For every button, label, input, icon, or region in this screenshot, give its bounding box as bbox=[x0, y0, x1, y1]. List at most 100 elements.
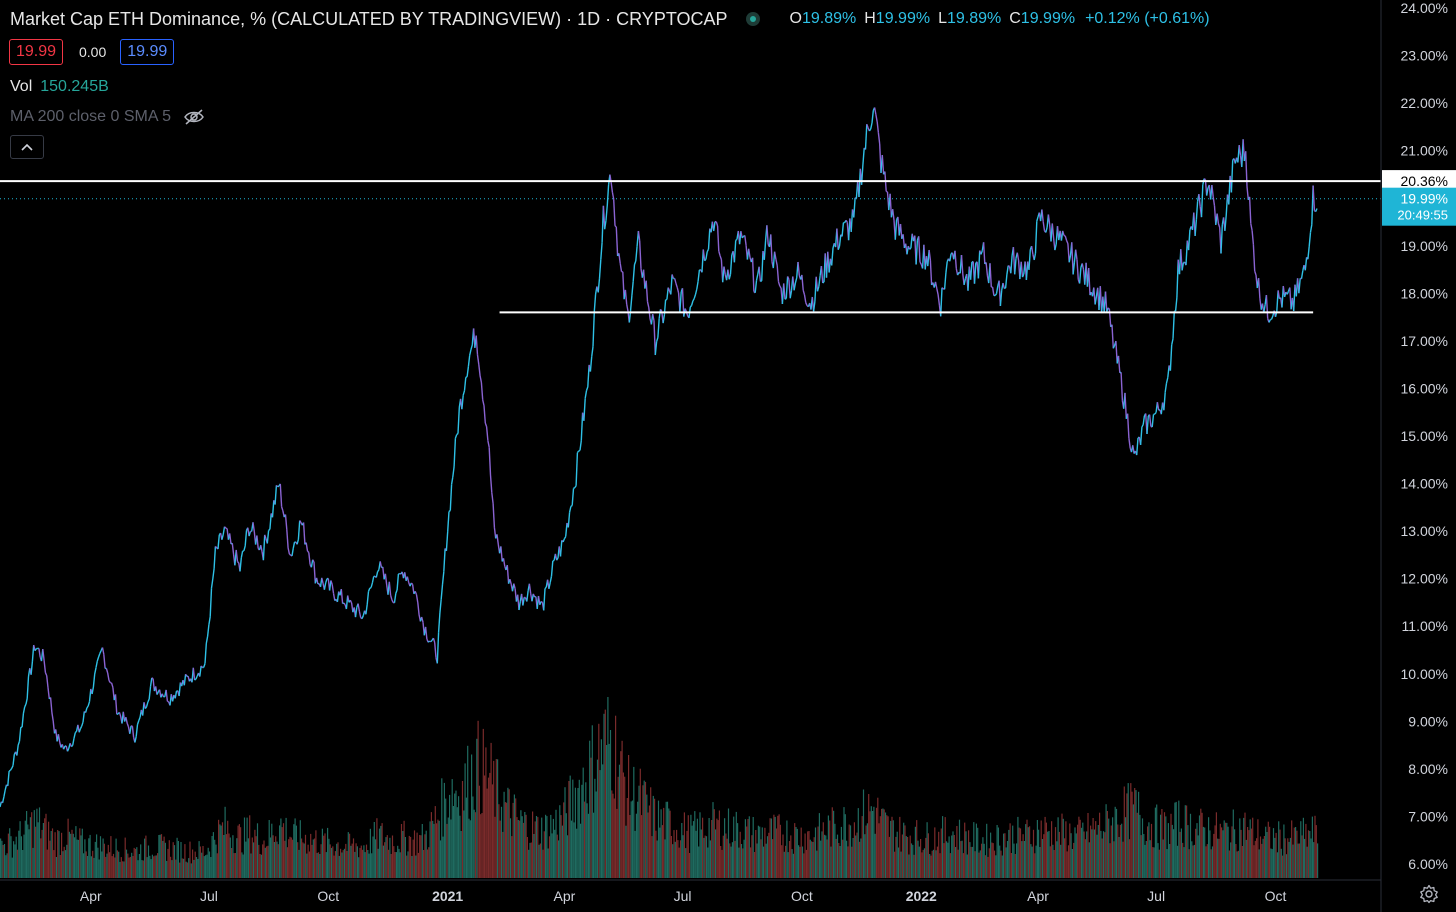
price-segment bbox=[776, 265, 780, 282]
volume-bar bbox=[668, 808, 670, 878]
price-segment bbox=[229, 533, 232, 545]
volume-legend[interactable]: Vol 150.245B bbox=[10, 78, 109, 96]
volume-bar bbox=[129, 856, 131, 878]
volume-bar bbox=[578, 779, 580, 878]
price-segment bbox=[635, 246, 638, 262]
volume-bar bbox=[449, 794, 451, 878]
volume-bar bbox=[224, 806, 226, 878]
volume-bar bbox=[359, 847, 361, 878]
price-segment bbox=[183, 674, 187, 686]
volume-bar bbox=[955, 847, 957, 878]
volume-bar bbox=[185, 861, 187, 878]
price-segment bbox=[134, 736, 137, 743]
volume-bar bbox=[415, 855, 417, 878]
volume-bar bbox=[654, 798, 656, 878]
volume-bar bbox=[346, 851, 348, 878]
horizontal-lines[interactable] bbox=[0, 180, 1381, 314]
volume-bar bbox=[755, 830, 757, 878]
volume-bar bbox=[105, 856, 107, 878]
volume-bar bbox=[805, 849, 807, 878]
volume-bar bbox=[612, 793, 614, 878]
volume-bar bbox=[1198, 815, 1201, 878]
price-segment bbox=[770, 234, 773, 262]
volume-bar bbox=[834, 823, 836, 878]
price-segment bbox=[3, 789, 6, 798]
volume-bar bbox=[1311, 816, 1313, 878]
symbol-title[interactable]: Market Cap ETH Dominance, % (CALCULATED … bbox=[10, 8, 728, 29]
volume-bar bbox=[312, 839, 314, 878]
volume-bar bbox=[153, 856, 155, 878]
price-segment bbox=[361, 615, 364, 619]
price-segment bbox=[670, 274, 673, 295]
price-axis[interactable]: 6.00%7.00%8.00%9.00%10.00%11.00%12.00%13… bbox=[1401, 0, 1448, 872]
price-segment bbox=[330, 580, 333, 585]
volume-bar bbox=[1167, 823, 1169, 878]
price-segment bbox=[587, 364, 590, 387]
price-segment bbox=[779, 285, 782, 289]
price-segment bbox=[1128, 438, 1131, 449]
volume-bar bbox=[801, 846, 804, 878]
volume-bar bbox=[862, 789, 865, 878]
time-axis[interactable]: Apr Jul Oct 2021 Apr Jul Oct 2022 Apr Jul Oct bbox=[80, 888, 1287, 904]
volume-bar bbox=[54, 832, 56, 878]
volume-bar bbox=[1298, 843, 1301, 878]
price-segment bbox=[693, 294, 697, 299]
price-segment bbox=[1309, 224, 1313, 233]
volume-bar bbox=[122, 861, 124, 878]
price-segment bbox=[99, 650, 102, 654]
price-segment bbox=[729, 254, 733, 275]
sell-button[interactable]: 19.99 bbox=[9, 39, 63, 65]
volume-bar bbox=[512, 802, 514, 878]
volume-bar bbox=[146, 857, 148, 878]
volume-bar bbox=[1154, 807, 1156, 878]
volume-bar bbox=[294, 818, 296, 878]
price-segment bbox=[393, 593, 397, 603]
eye-off-icon[interactable] bbox=[183, 109, 205, 125]
volume-bar bbox=[205, 855, 207, 878]
price-segment bbox=[91, 686, 95, 695]
volume-bar bbox=[1091, 829, 1093, 878]
volume-bar bbox=[22, 850, 24, 878]
volume-bar bbox=[1025, 824, 1027, 878]
price-segment bbox=[108, 680, 111, 684]
volume-bar bbox=[712, 802, 714, 878]
volume-bar bbox=[869, 811, 871, 878]
volume-bar bbox=[460, 831, 462, 878]
volume-bar bbox=[1307, 830, 1310, 878]
bar-countdown-label: 20:49:55 bbox=[1397, 208, 1448, 223]
volume-bar bbox=[498, 804, 500, 878]
volume-bar bbox=[481, 813, 483, 878]
volume-bar bbox=[388, 849, 390, 878]
price-segment bbox=[1041, 209, 1044, 222]
price-segment bbox=[299, 520, 302, 523]
buy-button[interactable]: 19.99 bbox=[120, 39, 175, 65]
ma-indicator-legend[interactable]: MA 200 close 0 SMA 5 bbox=[10, 108, 205, 126]
price-segment bbox=[1257, 278, 1261, 299]
price-segment bbox=[370, 582, 374, 588]
collapse-legend-button[interactable] bbox=[10, 135, 44, 159]
volume-bar bbox=[905, 836, 907, 878]
volume-bar bbox=[417, 852, 419, 878]
volume-bar bbox=[154, 855, 156, 878]
volume-bar bbox=[231, 848, 233, 878]
price-segment bbox=[1216, 213, 1220, 224]
volume-bar bbox=[406, 855, 408, 878]
price-segment bbox=[105, 668, 109, 674]
gear-icon[interactable] bbox=[1419, 884, 1439, 904]
volume-bar bbox=[886, 815, 888, 878]
volume-bar bbox=[678, 847, 680, 878]
price-segment bbox=[266, 530, 270, 544]
volume-bar bbox=[299, 820, 301, 878]
volume-bar bbox=[1269, 826, 1271, 878]
volume-bar bbox=[1240, 829, 1242, 878]
volume-bar bbox=[338, 855, 340, 878]
market-status-icon[interactable] bbox=[745, 12, 760, 26]
volume-bar bbox=[92, 850, 94, 878]
price-segment bbox=[406, 576, 410, 583]
price-segment bbox=[307, 550, 310, 553]
volume-bar bbox=[1062, 818, 1064, 878]
volume-bar bbox=[747, 819, 749, 878]
volume-bar bbox=[183, 858, 185, 878]
price-segment bbox=[101, 647, 105, 655]
